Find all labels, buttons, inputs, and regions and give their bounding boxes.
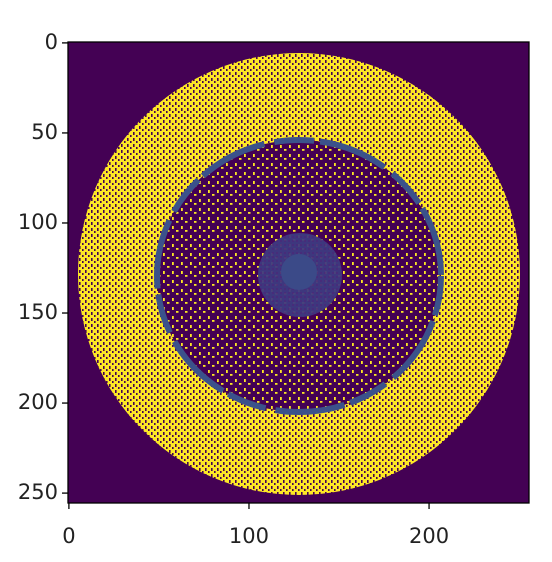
image (68, 42, 529, 503)
x-tick-label: 100 (229, 524, 269, 548)
x-tick-label: 0 (62, 524, 75, 548)
y-tick-label: 100 (18, 210, 58, 234)
y-tick-label: 0 (45, 30, 58, 54)
x-tick-label: 200 (409, 524, 449, 548)
y-tick-label: 250 (18, 480, 58, 504)
y-tick-label: 50 (31, 120, 58, 144)
y-tick-label: 200 (18, 390, 58, 414)
y-tick-label: 150 (18, 300, 58, 324)
plot-frame (67, 41, 530, 504)
